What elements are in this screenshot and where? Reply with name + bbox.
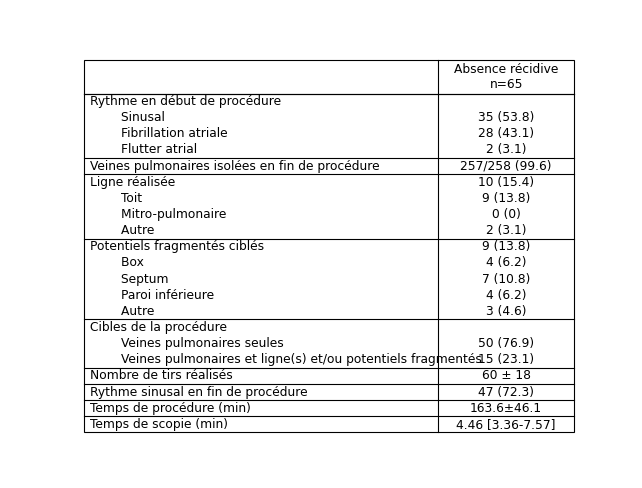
Text: Veines pulmonaires seules: Veines pulmonaires seules [90, 337, 284, 350]
Text: Flutter atrial: Flutter atrial [90, 143, 197, 157]
Text: 47 (72.3): 47 (72.3) [478, 386, 534, 399]
Text: 2 (3.1): 2 (3.1) [486, 143, 526, 157]
Text: 9 (13.8): 9 (13.8) [482, 192, 530, 205]
Text: 0 (0): 0 (0) [492, 208, 521, 221]
Text: Cibles de la procédure: Cibles de la procédure [90, 321, 227, 334]
Text: 10 (15.4): 10 (15.4) [478, 176, 534, 189]
Text: Box: Box [90, 257, 144, 269]
Text: Nombre de tirs réalisés: Nombre de tirs réalisés [90, 369, 233, 383]
Text: Ligne réalisée: Ligne réalisée [90, 176, 175, 189]
Text: 4 (6.2): 4 (6.2) [486, 257, 526, 269]
Text: 163.6±46.1: 163.6±46.1 [470, 402, 542, 415]
Text: Autre: Autre [90, 224, 155, 237]
Text: Veines pulmonaires et ligne(s) et/ou potentiels fragmentés: Veines pulmonaires et ligne(s) et/ou pot… [90, 353, 482, 366]
Text: Septum: Septum [90, 273, 169, 285]
Text: Fibrillation atriale: Fibrillation atriale [90, 127, 228, 141]
Text: 50 (76.9): 50 (76.9) [478, 337, 534, 350]
Text: Autre: Autre [90, 305, 155, 318]
Text: Mitro-pulmonaire: Mitro-pulmonaire [90, 208, 227, 221]
Text: 35 (53.8): 35 (53.8) [478, 111, 534, 124]
Text: Temps de procédure (min): Temps de procédure (min) [90, 402, 251, 415]
Text: 4.46 [3.36-7.57]: 4.46 [3.36-7.57] [456, 418, 556, 431]
Text: Sinusal: Sinusal [90, 111, 165, 124]
Text: 3 (4.6): 3 (4.6) [486, 305, 526, 318]
Text: Toit: Toit [90, 192, 143, 205]
Text: 9 (13.8): 9 (13.8) [482, 240, 530, 253]
Text: Paroi inférieure: Paroi inférieure [90, 289, 214, 302]
Text: 2 (3.1): 2 (3.1) [486, 224, 526, 237]
Text: Potentiels fragmentés ciblés: Potentiels fragmentés ciblés [90, 240, 265, 253]
Text: Absence récidive
n=65: Absence récidive n=65 [454, 63, 559, 91]
Text: 257/258 (99.6): 257/258 (99.6) [460, 160, 552, 173]
Text: 28 (43.1): 28 (43.1) [478, 127, 534, 141]
Text: 15 (23.1): 15 (23.1) [478, 353, 534, 366]
Text: Rythme sinusal en fin de procédure: Rythme sinusal en fin de procédure [90, 386, 308, 399]
Text: 4 (6.2): 4 (6.2) [486, 289, 526, 302]
Text: Veines pulmonaires isolées en fin de procédure: Veines pulmonaires isolées en fin de pro… [90, 160, 380, 173]
Text: Temps de scopie (min): Temps de scopie (min) [90, 418, 228, 431]
Text: 7 (10.8): 7 (10.8) [482, 273, 530, 285]
Text: Rythme en début de procédure: Rythme en début de procédure [90, 95, 281, 108]
Text: 60 ± 18: 60 ± 18 [482, 369, 531, 383]
